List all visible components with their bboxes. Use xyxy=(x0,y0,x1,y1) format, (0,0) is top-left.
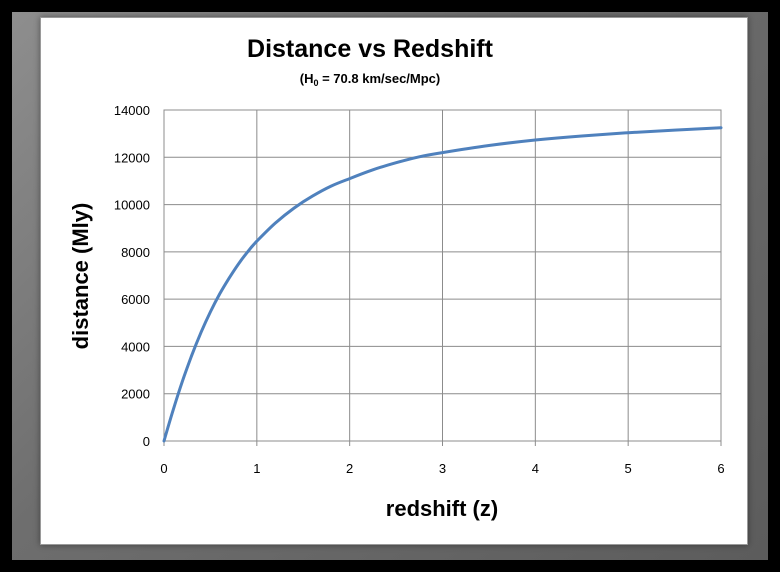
subtitle-subscript: 0 xyxy=(313,78,318,88)
chart-subtitle: (H0 = 70.8 km/sec/Mpc) xyxy=(300,71,441,88)
x-axis-ticks: 0 1 2 3 4 5 6 xyxy=(160,461,724,476)
y-axis-ticks: 0 2000 4000 6000 8000 10000 12000 14000 xyxy=(114,103,150,449)
x-tick-label: 4 xyxy=(532,461,539,476)
y-tick-label: 10000 xyxy=(114,198,150,213)
subtitle-suffix: = 70.8 km/sec/Mpc) xyxy=(318,71,440,86)
y-tick-label: 0 xyxy=(143,434,150,449)
grid-lines xyxy=(163,109,722,446)
x-tick-label: 2 xyxy=(346,461,353,476)
chart-title: Distance vs Redshift xyxy=(247,35,494,63)
subtitle-prefix: (H xyxy=(300,71,314,86)
y-tick-label: 14000 xyxy=(114,103,150,118)
y-axis-label: distance (Mly) xyxy=(68,203,93,350)
x-tick-label: 6 xyxy=(717,461,724,476)
x-axis-label: redshift (z) xyxy=(386,496,498,521)
series-line xyxy=(162,126,723,443)
x-tick-label: 5 xyxy=(625,461,632,476)
y-tick-label: 8000 xyxy=(121,245,150,260)
y-tick-label: 6000 xyxy=(121,292,150,307)
chart-panel xyxy=(40,17,748,545)
y-tick-label: 12000 xyxy=(114,150,150,165)
x-tick-label: 3 xyxy=(439,461,446,476)
x-tick-label: 0 xyxy=(160,461,167,476)
y-tick-label: 2000 xyxy=(121,387,150,402)
y-tick-label: 4000 xyxy=(121,339,150,354)
x-tick-label: 1 xyxy=(253,461,260,476)
series-group xyxy=(162,126,723,443)
plot-area-border xyxy=(163,109,722,442)
